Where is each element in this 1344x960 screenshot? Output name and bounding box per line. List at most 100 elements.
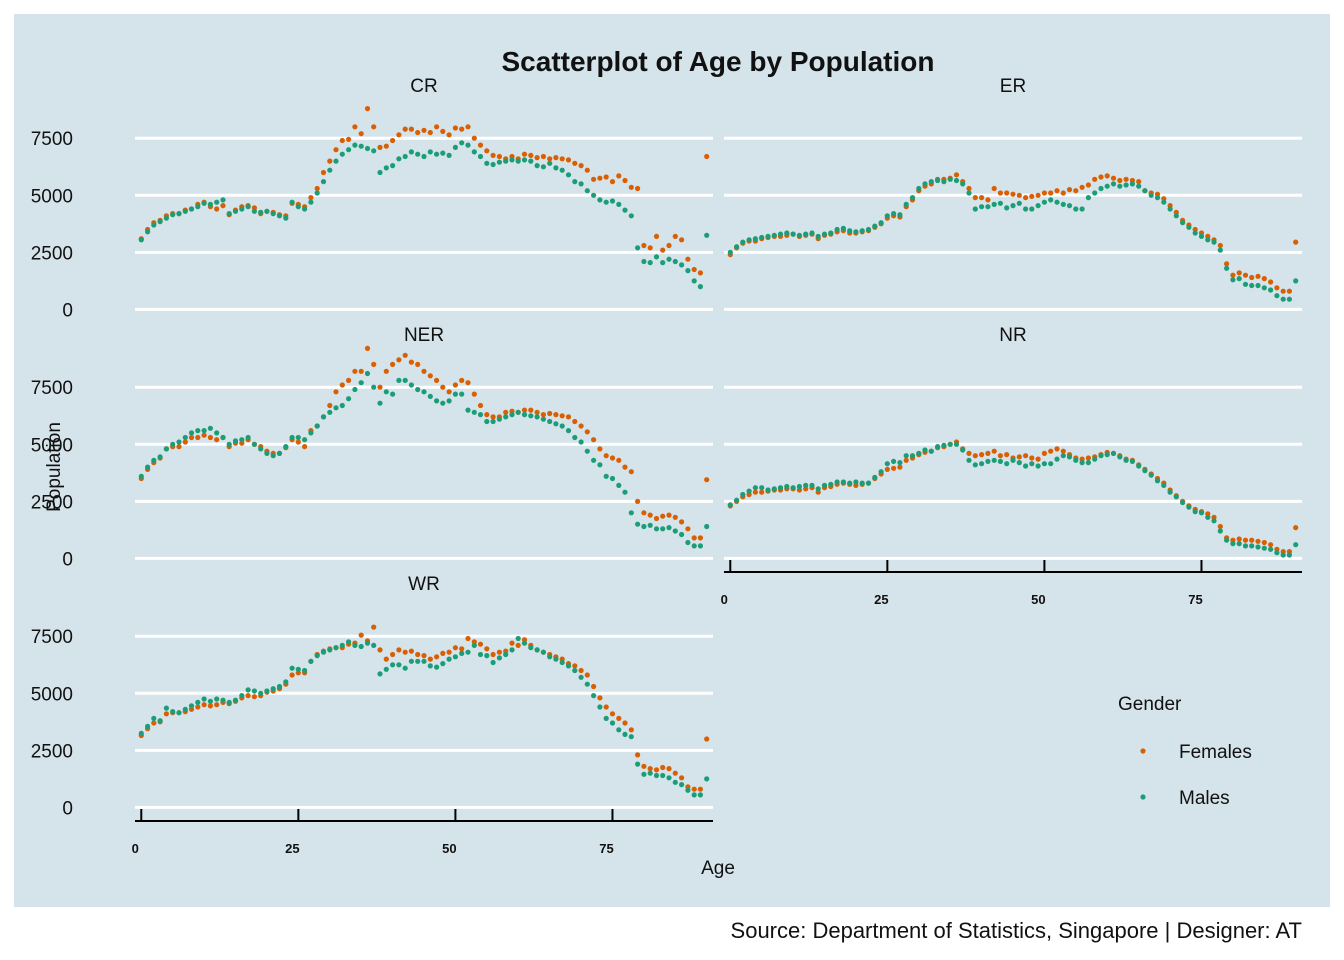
data-point [333,389,339,395]
data-point [214,199,220,205]
data-point [195,704,201,710]
data-point [960,181,966,187]
data-point [138,473,144,479]
data-point [528,645,534,651]
data-point [421,153,427,160]
data-point [1217,528,1223,534]
data-point [884,461,890,467]
source-caption: Source: Department of Statistics, Singap… [730,918,1302,943]
data-point [572,418,578,425]
data-point [635,245,641,251]
data-point [1261,276,1267,282]
data-point [352,142,358,148]
data-point [660,513,666,519]
data-point [903,457,909,463]
data-point [157,219,163,225]
data-point [1123,182,1129,188]
data-point [1110,175,1117,181]
data-point [559,156,565,162]
data-point [734,497,740,503]
data-point [421,389,427,395]
data-point [641,763,647,769]
data-point [402,153,408,160]
data-point [1136,179,1142,185]
data-point [170,441,176,447]
data-point [771,232,777,238]
data-point [834,479,840,485]
data-point [616,457,622,463]
data-point [477,412,484,418]
data-point [1004,190,1010,196]
data-point [408,126,414,132]
data-point [1293,278,1299,284]
data-point [207,425,213,431]
data-point [1029,206,1035,212]
data-point [609,455,616,461]
facet-panel-wr: WR 0 2500 5000 7500 0 25 50 75 [31,574,713,856]
data-point [1079,206,1085,212]
data-point [276,450,283,456]
data-point [314,423,320,429]
data-point [377,647,383,653]
data-point [1004,205,1010,211]
data-point [679,519,685,525]
data-point [302,206,308,212]
data-point [1286,296,1292,302]
data-point [1023,206,1029,212]
data-point [145,229,151,235]
data-point [679,775,685,781]
data-point [1249,537,1255,543]
data-point [390,361,396,367]
data-point [685,787,691,793]
data-point [402,352,408,358]
data-point [991,201,997,207]
data-point [465,649,471,655]
data-point [628,469,634,475]
data-point [521,151,528,157]
chart-title: Scatterplot of Age by Population [502,46,935,77]
data-point [314,190,320,196]
x-tick-label: 50 [442,841,456,856]
data-point [1249,282,1255,289]
data-point [897,464,903,470]
facet-label: NER [404,325,444,346]
data-point [752,489,759,495]
data-point [1041,199,1047,205]
data-point [622,177,628,184]
data-point [653,515,660,522]
data-point [302,667,308,674]
data-point [697,543,704,549]
legend-key-females [1140,748,1146,754]
data-point [1092,176,1098,182]
data-point [572,663,578,669]
data-point [691,786,697,792]
data-point [1123,176,1129,182]
data-point [704,477,710,483]
data-point [752,485,759,491]
data-point [997,190,1004,196]
data-point [390,651,396,658]
data-point [195,428,201,434]
data-point [1293,525,1299,531]
data-point [897,212,903,218]
data-point [672,528,678,534]
data-point [616,727,622,733]
data-point [459,646,465,652]
data-point [635,521,641,527]
data-point [1167,489,1173,495]
data-point [559,659,565,666]
data-point [490,659,496,666]
data-point [226,441,232,447]
data-point [603,453,609,459]
data-point [821,231,828,237]
data-point [383,143,389,149]
data-point [928,448,934,454]
data-point [270,453,276,459]
data-point [251,208,257,214]
data-point [691,792,697,798]
data-point [1023,195,1029,201]
data-point [609,475,616,482]
data-point [872,223,878,229]
data-point [1041,190,1047,196]
data-point [796,232,803,238]
